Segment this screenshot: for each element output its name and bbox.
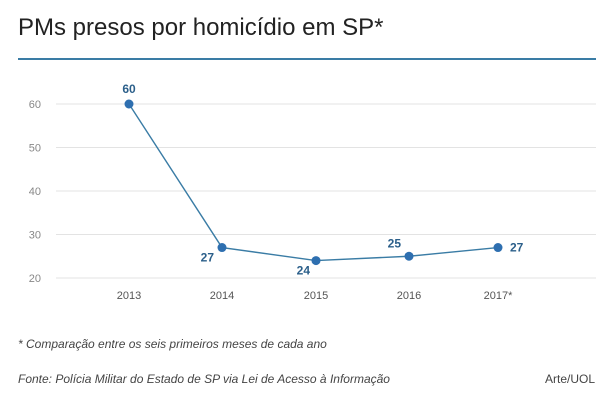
y-tick-label: 30 [29, 230, 41, 242]
data-label: 25 [388, 236, 402, 250]
series-line [128, 103, 499, 262]
data-point-2014 [217, 243, 227, 253]
chart-title: PMs presos por homicídio em SP* [18, 14, 384, 41]
series-line-path [128, 103, 499, 262]
x-tick-label: 2013 [117, 290, 141, 302]
x-tick-label: 2015 [304, 290, 328, 302]
x-tick-label: 2017* [484, 290, 513, 302]
y-tick-label: 20 [29, 273, 41, 285]
data-point-2016 [404, 251, 414, 261]
data-label: 27 [510, 241, 524, 255]
data-labels: 60 27 24 25 27 [122, 82, 523, 278]
source-text: Fonte: Polícia Militar do Estado de SP v… [18, 372, 390, 386]
data-point-2013 [124, 99, 134, 109]
data-points [124, 99, 503, 266]
data-label: 27 [201, 251, 215, 265]
data-point-2015 [311, 256, 321, 266]
x-tick-label: 2014 [210, 290, 234, 302]
y-tick-label: 50 [29, 143, 41, 155]
title-divider [18, 58, 596, 60]
y-tick-label: 40 [29, 186, 41, 198]
footnote: * Comparação entre os seis primeiros mes… [18, 337, 327, 351]
data-point-2017 [493, 243, 503, 253]
data-label: 24 [297, 264, 311, 278]
x-tick-label: 2016 [397, 290, 421, 302]
x-axis-ticks: 2013 2014 2015 2016 2017* [117, 290, 513, 302]
y-tick-label: 60 [29, 99, 41, 111]
data-label: 60 [122, 82, 136, 96]
y-axis-ticks: 20 30 40 50 60 [29, 99, 41, 285]
credit-text: Arte/UOL [544, 372, 595, 386]
grid-lines [56, 103, 596, 279]
